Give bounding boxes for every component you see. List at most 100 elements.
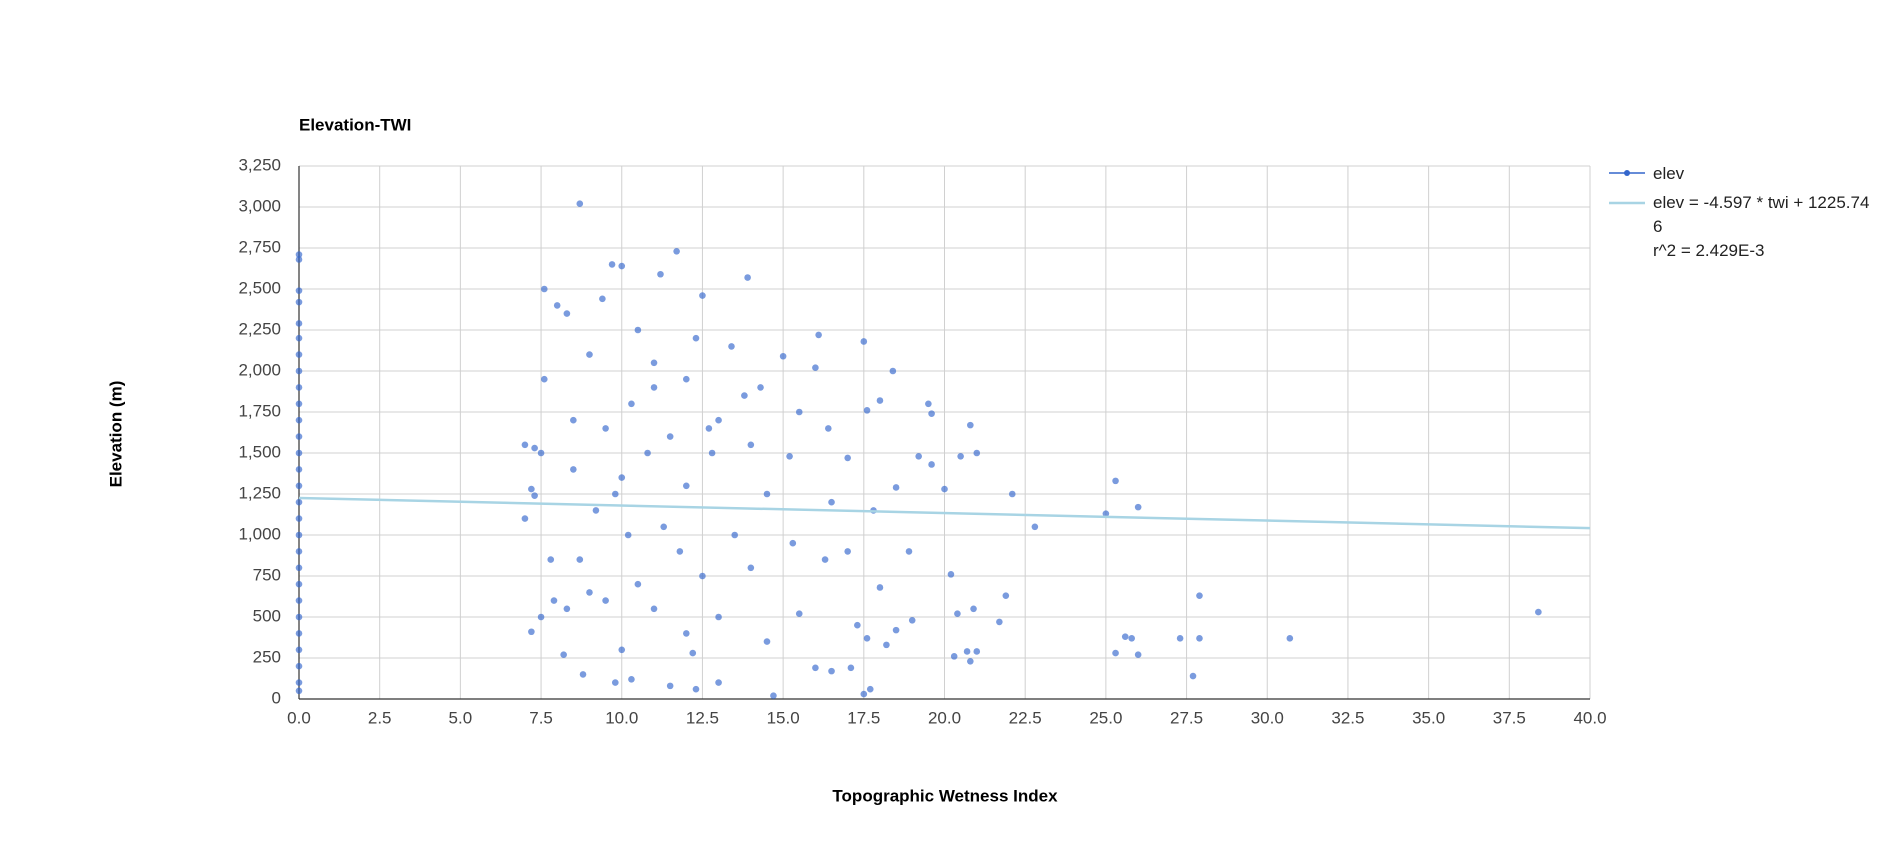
- legend-label: elev = -4.597 * twi + 1225.746: [1653, 193, 1870, 236]
- legend-marker: [1624, 170, 1630, 176]
- scatter-point: [795, 610, 803, 618]
- y-tick-label: 250: [253, 647, 281, 666]
- scatter-point: [295, 548, 303, 555]
- scatter-point: [521, 441, 529, 449]
- scatter-point: [611, 490, 619, 498]
- scatter-point: [1128, 635, 1135, 642]
- scatter-point: [1121, 633, 1129, 640]
- x-tick-label: 40.0: [1573, 708, 1606, 727]
- scatter-point: [628, 400, 635, 408]
- x-tick-label: 0.0: [287, 708, 311, 727]
- scatter-point: [295, 679, 303, 686]
- y-tick-label: 1,500: [238, 442, 281, 461]
- scatter-point: [815, 331, 822, 339]
- scatter-point: [1535, 608, 1542, 616]
- scatter-point: [537, 613, 545, 621]
- scatter-point: [295, 515, 303, 522]
- scatter-point: [699, 572, 706, 580]
- y-tick-label: 1,000: [238, 524, 281, 543]
- scatter-point: [731, 531, 739, 539]
- scatter-point: [650, 605, 658, 613]
- scatter-point: [634, 580, 642, 588]
- scatter-point: [683, 630, 690, 637]
- scatter-point: [1002, 592, 1010, 599]
- scatter-point: [828, 667, 835, 675]
- x-axis-label: Topographic Wetness Index: [832, 786, 1058, 805]
- scatter-point: [747, 441, 755, 449]
- scatter-point: [295, 662, 303, 670]
- scatter-point: [860, 338, 868, 345]
- scatter-point: [1134, 503, 1142, 511]
- scatter-point: [531, 444, 538, 452]
- scatter-point: [611, 679, 619, 686]
- scatter-point: [618, 262, 626, 270]
- scatter-point: [295, 400, 303, 408]
- scatter-point: [1189, 672, 1197, 680]
- scatter-point: [586, 351, 593, 358]
- x-tick-label: 22.5: [1009, 708, 1042, 727]
- scatter-point: [692, 685, 700, 693]
- x-tick-label: 7.5: [529, 708, 553, 727]
- scatter-point: [540, 375, 548, 383]
- scatter-point: [528, 485, 535, 493]
- legend-label: elev: [1653, 164, 1685, 183]
- scatter-point: [847, 664, 855, 672]
- scatter-point: [889, 367, 897, 375]
- scatter-point: [863, 635, 871, 642]
- y-tick-label: 500: [253, 606, 281, 625]
- scatter-point: [844, 548, 851, 555]
- scatter-point: [795, 408, 803, 416]
- scatter-point: [689, 649, 697, 657]
- scatter-point: [812, 664, 819, 672]
- scatter-point: [786, 452, 793, 460]
- scatter-point: [295, 256, 303, 263]
- scatter-point: [996, 618, 1003, 626]
- scatter-point: [624, 531, 632, 539]
- scatter-point: [967, 421, 974, 429]
- x-tick-label: 5.0: [449, 708, 473, 727]
- scatter-point: [1286, 635, 1294, 642]
- x-tick-label: 15.0: [767, 708, 800, 727]
- scatter-point: [928, 461, 935, 468]
- scatter-point: [618, 646, 626, 654]
- scatter-point: [1196, 635, 1203, 642]
- scatter-point: [876, 397, 884, 404]
- scatter-point: [744, 274, 751, 281]
- scatter-point: [973, 648, 981, 655]
- scatter-point: [825, 425, 832, 432]
- scatter-point: [295, 597, 303, 604]
- scatter-point: [576, 200, 584, 208]
- scatter-point: [673, 247, 680, 255]
- scatter-point: [602, 597, 609, 604]
- scatter-point: [1112, 649, 1119, 657]
- y-tick-label: 2,250: [238, 319, 281, 338]
- scatter-point: [763, 490, 771, 498]
- scatter-point: [586, 589, 593, 596]
- scatter-point: [821, 556, 829, 563]
- scatter-point: [973, 449, 981, 457]
- scatter-point: [1134, 651, 1142, 659]
- scatter-point: [295, 646, 303, 654]
- scatter-point: [715, 416, 722, 424]
- scatter-point: [812, 364, 819, 372]
- scatter-point: [692, 334, 700, 342]
- y-tick-label: 2,000: [238, 360, 281, 379]
- scatter-point: [866, 685, 874, 693]
- x-tick-label: 32.5: [1331, 708, 1364, 727]
- scatter-point: [628, 676, 635, 683]
- scatter-point: [908, 616, 916, 624]
- scatter-point: [763, 638, 771, 645]
- y-tick-label: 3,250: [238, 155, 281, 174]
- scatter-point: [295, 531, 303, 539]
- scatter-point: [295, 449, 303, 457]
- scatter-point: [295, 334, 303, 342]
- scatter-point: [592, 507, 600, 514]
- scatter-point: [967, 657, 974, 665]
- y-axis-label: Elevation (m): [106, 381, 125, 488]
- legend-annotation: r^2 = 2.429E-3: [1653, 241, 1765, 260]
- scatter-point: [295, 298, 303, 306]
- scatter-point: [528, 628, 535, 636]
- scatter-point: [295, 384, 303, 391]
- scatter-point: [295, 564, 303, 572]
